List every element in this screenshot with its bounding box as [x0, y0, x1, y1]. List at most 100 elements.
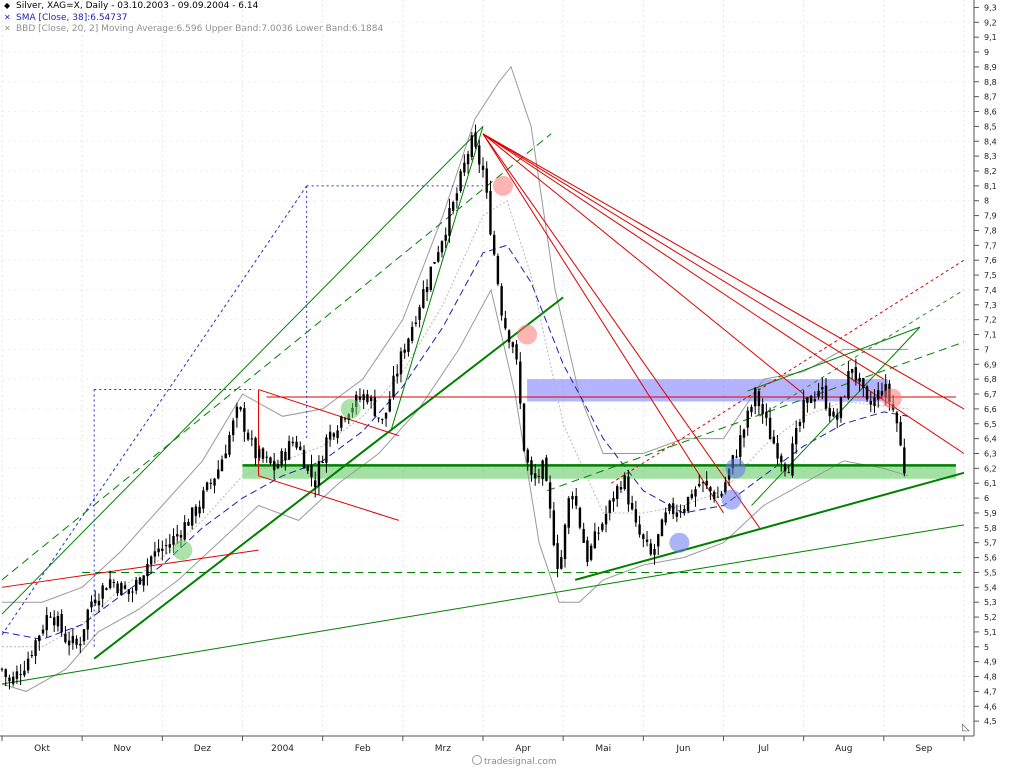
time-tick-label: Dez [194, 744, 211, 754]
candle-body [340, 416, 343, 428]
candle [716, 486, 720, 498]
candle [276, 459, 280, 470]
candle [813, 391, 817, 409]
candle-body [108, 579, 112, 589]
candle-body [112, 581, 116, 583]
price-tick-label: 7,7 [984, 241, 997, 250]
candle-body [761, 404, 764, 415]
candle [71, 628, 75, 650]
candle [97, 593, 101, 613]
candle [135, 577, 138, 595]
candle-body [422, 289, 425, 308]
candle [94, 590, 97, 607]
candle [321, 455, 324, 464]
candle [228, 431, 231, 458]
resize-grip-icon[interactable]: ◺ [962, 722, 970, 733]
sma-legend[interactable]: ✕ SMA [Close, 38]:6.54737 [4, 12, 127, 24]
candle-body [418, 307, 421, 320]
price-tick-label: 5,4 [984, 583, 997, 592]
candle-body [127, 589, 130, 595]
candle-body [254, 437, 257, 459]
candle [258, 445, 261, 462]
candle-body [481, 165, 485, 170]
price-tick-label: 6,7 [984, 390, 997, 399]
candle [127, 589, 130, 602]
candle [720, 491, 723, 498]
candle-body [627, 476, 630, 505]
candle-body [86, 609, 89, 630]
candles [0, 124, 906, 690]
price-tick-label: 5,5 [984, 568, 997, 577]
candle-body [310, 464, 313, 478]
candle [287, 435, 291, 461]
candle [131, 587, 134, 603]
price-tick-label: 6 [984, 494, 989, 503]
candle-body [634, 509, 638, 523]
candle [157, 539, 160, 557]
candle [548, 475, 552, 519]
candle [86, 608, 89, 640]
candle-body [202, 490, 205, 509]
candle-body [556, 543, 559, 569]
candle-body [780, 455, 783, 463]
candle-body [593, 531, 597, 549]
bollinger-legend[interactable]: ✕ BBD [Close, 20, 2] Moving Average:6.596… [4, 23, 383, 35]
candle-body [530, 460, 533, 475]
candle-body [407, 338, 410, 352]
candle-body [60, 614, 63, 633]
candle-body [847, 371, 850, 399]
candle-body [679, 511, 682, 513]
time-tick-label: Apr [515, 744, 531, 754]
close-icon[interactable]: ✕ [4, 24, 11, 33]
candle [15, 665, 19, 684]
time-tick-label: Jul [757, 744, 769, 754]
sma-line [1, 244, 908, 640]
candle [698, 474, 701, 488]
candle-body [396, 373, 399, 377]
candle-body [306, 465, 309, 471]
candle-body [865, 386, 869, 400]
candle-body [366, 394, 369, 403]
candle-body [787, 472, 790, 474]
candle [358, 388, 362, 403]
candle-body [321, 462, 324, 464]
candle-body [485, 168, 488, 193]
candle-body [314, 480, 317, 488]
candle [847, 361, 850, 400]
candle [194, 504, 198, 524]
candle-body [299, 446, 302, 450]
candle-body [67, 640, 71, 646]
watermark: tradesignal.com [472, 755, 557, 767]
price-tick-label: 6,4 [984, 435, 997, 444]
candle [608, 499, 611, 521]
candle [261, 447, 265, 463]
candle [153, 541, 157, 564]
candle [433, 261, 436, 264]
price-tick-label: 6,6 [984, 405, 997, 414]
candle [455, 187, 459, 209]
candle [478, 139, 481, 174]
candle-body [750, 406, 753, 413]
candle [787, 464, 790, 474]
candle [776, 435, 779, 466]
price-tick-label: 9,3 [984, 3, 997, 12]
price-tick-label: 8,2 [984, 167, 997, 176]
candle [90, 595, 93, 613]
candle-body [440, 241, 444, 253]
candle [817, 383, 820, 400]
price-tick-label: 6,5 [984, 420, 997, 429]
candle [601, 522, 604, 533]
candle-body [515, 344, 518, 360]
candle [485, 161, 488, 199]
candle-body [563, 524, 567, 560]
candle-body [205, 482, 209, 491]
candle [660, 518, 664, 537]
candle [291, 436, 295, 447]
close-icon[interactable]: ✕ [4, 13, 11, 22]
candle [4, 668, 7, 687]
price-tick-label: 7,9 [984, 212, 997, 221]
candle-body [623, 475, 626, 490]
candle [560, 550, 563, 570]
candle-body [332, 433, 336, 437]
